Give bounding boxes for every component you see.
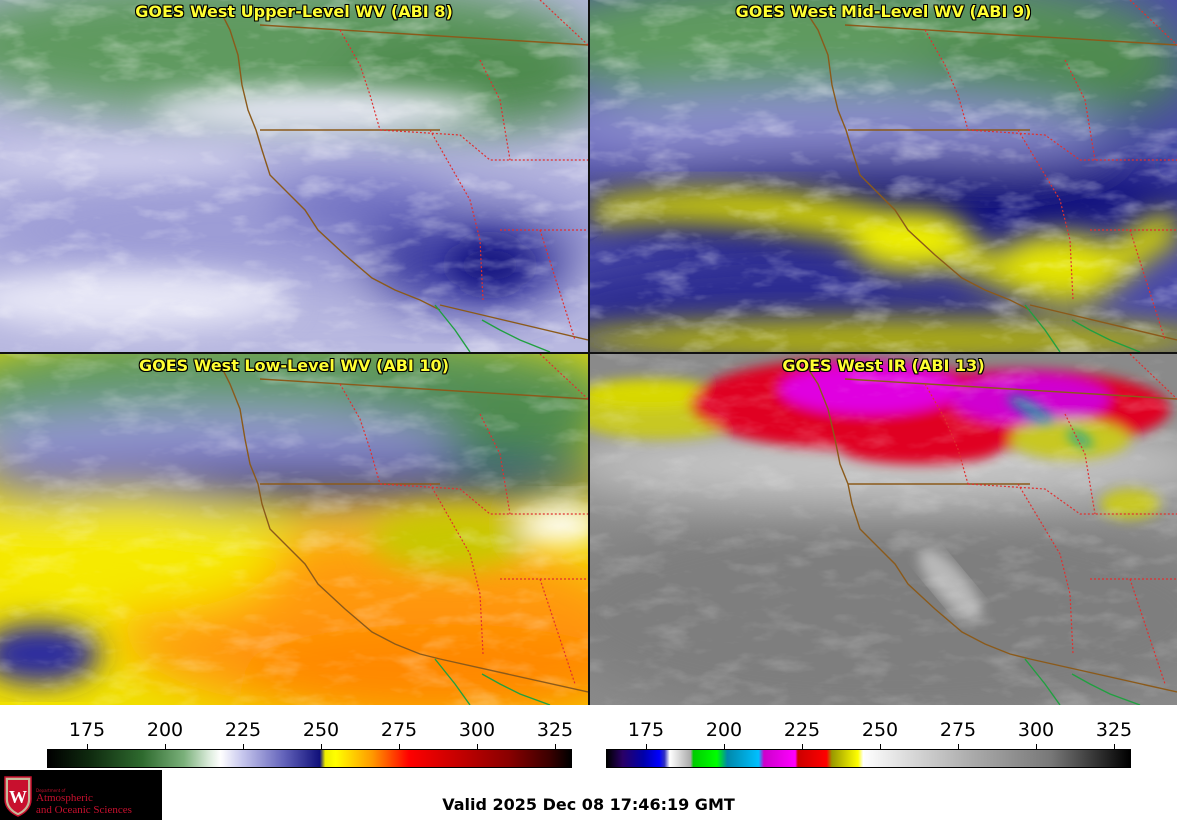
svg-text:W: W xyxy=(9,787,27,807)
wv-tick-mark xyxy=(321,744,322,749)
wv-tick-mark xyxy=(243,744,244,749)
aos-logo[interactable]: W Department of Atmospheric and Oceanic … xyxy=(0,770,162,820)
ir-tick-label: 275 xyxy=(939,719,977,741)
upper-level-wv-image xyxy=(0,0,588,352)
wv-tick-label: 300 xyxy=(458,719,496,741)
wv-tick-label: 275 xyxy=(380,719,418,741)
low-level-wv-title: GOES West Low-Level WV (ABI 10) xyxy=(138,356,449,375)
ir-tick-label: 175 xyxy=(627,719,665,741)
upper-level-wv-panel: GOES West Upper-Level WV (ABI 8) xyxy=(0,0,588,352)
mid-level-wv-panel: GOES West Mid-Level WV (ABI 9) xyxy=(590,0,1177,352)
valid-time: Valid 2025 Dec 08 17:46:19 GMT xyxy=(442,795,735,814)
ir-title: GOES West IR (ABI 13) xyxy=(782,356,985,375)
logo-line2: and Oceanic Sciences xyxy=(36,804,132,816)
wv-tick-mark xyxy=(165,744,166,749)
wv-tick-mark xyxy=(477,744,478,749)
ir-tick-mark xyxy=(880,744,881,749)
ir-image xyxy=(590,354,1177,705)
panel-divider-horizontal xyxy=(0,352,1177,354)
wv-tick-mark xyxy=(399,744,400,749)
logo-line1: Atmospheric xyxy=(36,792,93,804)
wv-colorbar-gradient xyxy=(47,749,572,768)
low-level-wv-image xyxy=(0,354,588,705)
ir-tick-mark xyxy=(724,744,725,749)
wv-tick-label: 175 xyxy=(68,719,106,741)
wv-colorbar: 175 200 225 250 275 300 325 xyxy=(0,707,588,772)
wv-tick-label: 200 xyxy=(146,719,184,741)
ir-colorbar-gradient xyxy=(606,749,1131,768)
ir-panel: GOES West IR (ABI 13) xyxy=(590,354,1177,705)
mid-level-wv-image xyxy=(590,0,1177,352)
upper-level-wv-title: GOES West Upper-Level WV (ABI 8) xyxy=(135,2,453,21)
ir-tick-label: 225 xyxy=(783,719,821,741)
wv-tick-mark xyxy=(87,744,88,749)
wv-tick-label: 250 xyxy=(302,719,340,741)
ir-tick-mark xyxy=(958,744,959,749)
ir-tick-label: 300 xyxy=(1017,719,1055,741)
ir-tick-mark xyxy=(1036,744,1037,749)
ir-tick-mark xyxy=(802,744,803,749)
mid-level-wv-title: GOES West Mid-Level WV (ABI 9) xyxy=(735,2,1032,21)
uw-crest-icon: W xyxy=(4,776,32,817)
ir-tick-label: 200 xyxy=(705,719,743,741)
ir-tick-mark xyxy=(646,744,647,749)
ir-colorbar: 175 200 225 250 275 300 325 xyxy=(0,707,1177,772)
wv-tick-label: 325 xyxy=(536,719,574,741)
ir-tick-label: 325 xyxy=(1095,719,1133,741)
ir-tick-label: 250 xyxy=(861,719,899,741)
ir-tick-mark xyxy=(1114,744,1115,749)
wv-tick-label: 225 xyxy=(224,719,262,741)
low-level-wv-panel: GOES West Low-Level WV (ABI 10) xyxy=(0,354,588,705)
wv-tick-mark xyxy=(555,744,556,749)
logo-dept-text: Department of xyxy=(36,788,66,793)
